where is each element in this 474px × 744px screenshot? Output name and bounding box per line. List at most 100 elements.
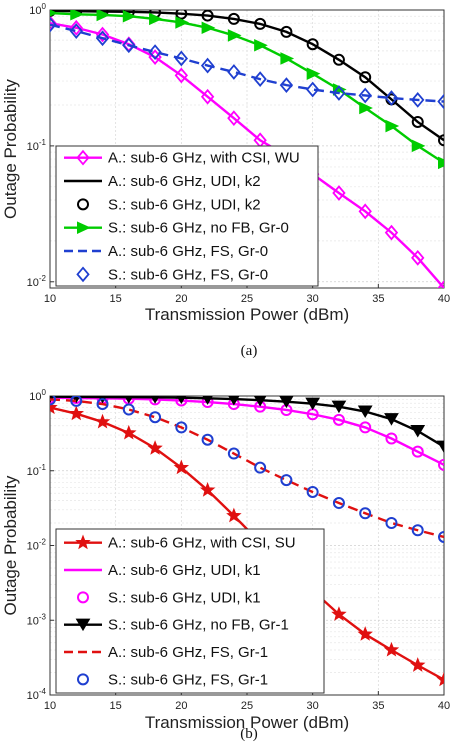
data-point [279, 396, 294, 409]
data-point [411, 524, 424, 537]
data-point [332, 85, 346, 101]
data-point [437, 280, 444, 288]
data-point [226, 507, 242, 523]
legend-item: S.: sub-6 GHz, no FB, Gr-0 [64, 220, 289, 237]
data-point [149, 12, 163, 26]
data-point [68, 405, 84, 421]
legend-item: S.: sub-6 GHz, UDI, k1 [77, 589, 261, 606]
figure-caption: (a) [241, 343, 258, 359]
legend-marker [77, 591, 89, 604]
data-point [202, 396, 213, 405]
data-point [69, 19, 83, 36]
x-axis-label: Transmission Power (dBm) [145, 713, 349, 732]
x-tick-label: 40 [438, 293, 450, 305]
data-point [359, 101, 373, 115]
series-group [50, 10, 444, 288]
legend: A.: sub-6 GHz, with CSI, SU A.: sub-6 GHz… [55, 528, 325, 694]
series-5 [50, 398, 444, 539]
y-axis-label: Outage Probability [1, 79, 20, 219]
y-tick-label: 10-2 [27, 538, 47, 553]
series-line [50, 23, 444, 103]
series-line [50, 398, 444, 539]
data-point [174, 50, 189, 67]
legend-marker [75, 618, 91, 632]
legend-label: S.: sub-6 GHz, UDI, k1 [108, 589, 261, 606]
legend-label: S.: sub-6 GHz, UDI, k2 [108, 196, 261, 213]
data-point [122, 403, 135, 416]
legend-item: S.: sub-6 GHz, UDI, k2 [77, 196, 261, 213]
legend-item: A.: sub-6 GHz, with CSI, WU [64, 150, 300, 167]
data-point [280, 474, 293, 487]
y-tick-label: 10-2 [27, 274, 47, 289]
y-tick-label: 10-3 [27, 612, 47, 627]
data-point [411, 445, 424, 458]
data-point [254, 461, 267, 474]
legend-label: A.: sub-6 GHz, FS, Gr-1 [108, 644, 268, 661]
legend-label: S.: sub-6 GHz, FS, Gr-1 [108, 671, 268, 688]
data-point [201, 433, 214, 446]
legend-item: S.: sub-6 GHz, FS, Gr-1 [77, 671, 268, 688]
data-point [199, 482, 216, 497]
data-point [437, 93, 444, 110]
data-point [411, 249, 425, 266]
data-point [411, 115, 424, 128]
data-point [124, 396, 134, 404]
data-point [438, 134, 444, 147]
data-point [385, 516, 398, 529]
legend-label: S.: sub-6 GHz, no FB, Gr-0 [108, 220, 289, 237]
series-line [50, 10, 444, 142]
data-point [357, 626, 373, 641]
data-point [359, 507, 372, 520]
data-point [174, 67, 189, 84]
data-point [280, 52, 295, 65]
data-point [95, 30, 110, 47]
data-point [332, 53, 345, 66]
series-line [50, 396, 444, 448]
data-point [122, 37, 136, 54]
data-point [436, 671, 444, 687]
series-line [50, 396, 444, 466]
x-tick-label: 20 [175, 700, 187, 712]
legend-item: A.: sub-6 GHz, UDI, k2 [64, 173, 261, 190]
data-point [384, 90, 399, 106]
data-point [96, 398, 109, 411]
x-tick-label: 30 [307, 293, 319, 305]
legend: A.: sub-6 GHz, with CSI, WU A.: sub-6 GHz… [55, 145, 319, 287]
data-point [175, 10, 188, 20]
legend-item: S.: sub-6 GHz, no FB, Gr-1 [64, 617, 289, 634]
data-point [436, 440, 444, 454]
legend-marker [76, 149, 90, 166]
x-tick-label: 10 [44, 293, 56, 305]
data-point [253, 396, 267, 407]
figure-caption: (b) [240, 726, 258, 742]
legend-item: A.: sub-6 GHz, with CSI, SU [64, 534, 296, 552]
data-point [359, 71, 372, 84]
data-point [410, 425, 426, 438]
data-point [227, 29, 242, 42]
data-point [70, 396, 83, 407]
data-point [410, 657, 426, 672]
data-point [331, 400, 347, 414]
data-point [254, 39, 268, 52]
data-point [95, 26, 110, 43]
legend-label: A.: sub-6 GHz, UDI, k1 [108, 562, 261, 579]
legend-item: A.: sub-6 GHz, FS, Gr-0 [64, 243, 268, 260]
data-point [385, 119, 400, 133]
x-tick-label: 35 [372, 700, 384, 712]
series-group [50, 396, 444, 687]
series-4 [50, 10, 444, 170]
legend-marker [75, 534, 91, 550]
y-tick-label: 10-1 [27, 138, 47, 153]
legend-box [55, 528, 325, 694]
series-line [50, 21, 444, 288]
data-point [201, 21, 216, 35]
data-point [175, 16, 190, 29]
data-point [411, 139, 426, 153]
series-6 [50, 16, 444, 110]
data-point [50, 399, 58, 415]
data-point [411, 92, 425, 108]
x-tick-label: 20 [175, 293, 187, 305]
legend-item: A.: sub-6 GHz, UDI, k1 [64, 562, 261, 579]
data-point [200, 57, 215, 74]
